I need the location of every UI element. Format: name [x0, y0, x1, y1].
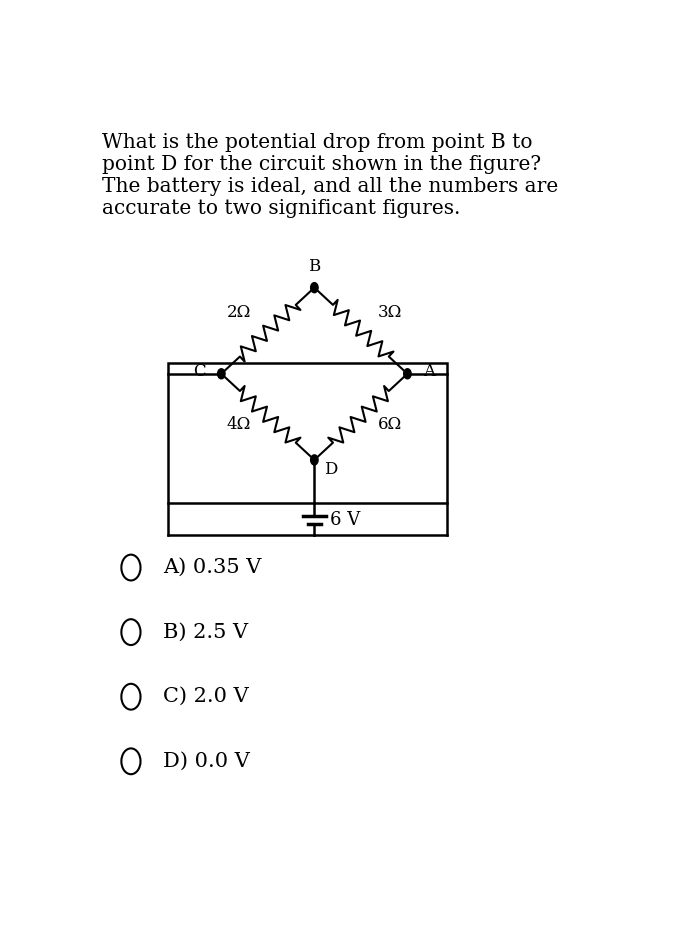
Text: 2Ω: 2Ω: [226, 304, 251, 322]
Circle shape: [403, 369, 411, 378]
Circle shape: [311, 455, 318, 465]
Bar: [168, 363, 447, 503]
Text: 6 V: 6 V: [330, 511, 361, 529]
Circle shape: [311, 282, 318, 293]
Text: What is the potential drop from point B to
point D for the circuit shown in the : What is the potential drop from point B …: [102, 133, 558, 218]
Text: 4Ω: 4Ω: [226, 416, 251, 432]
Text: C: C: [193, 363, 205, 380]
Text: 6Ω: 6Ω: [378, 416, 402, 432]
Text: B) 2.5 V: B) 2.5 V: [163, 623, 248, 641]
Text: C) 2.0 V: C) 2.0 V: [163, 687, 248, 706]
Text: A: A: [423, 363, 436, 380]
Text: A) 0.35 V: A) 0.35 V: [163, 558, 261, 577]
Text: B: B: [308, 258, 320, 276]
Text: D: D: [324, 461, 338, 478]
Circle shape: [217, 369, 225, 378]
Text: D) 0.0 V: D) 0.0 V: [163, 752, 250, 771]
Text: 3Ω: 3Ω: [378, 304, 402, 322]
